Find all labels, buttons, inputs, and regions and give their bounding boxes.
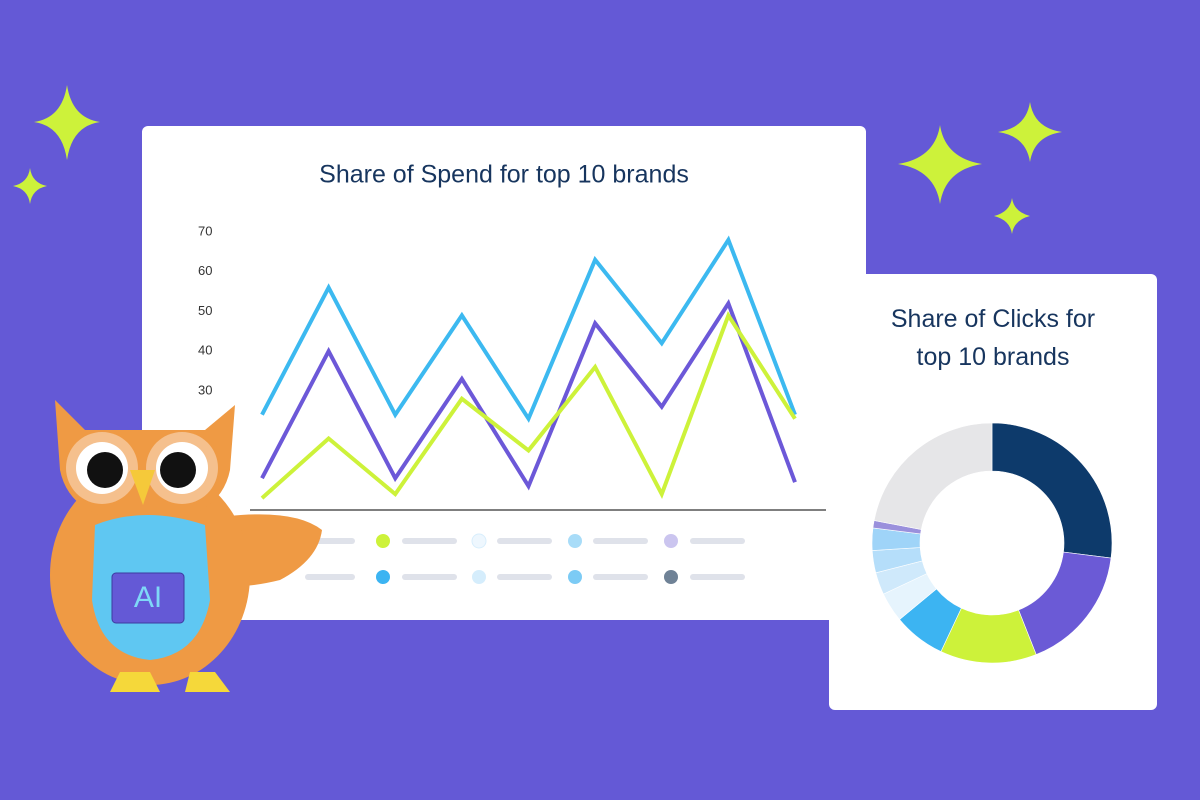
line-chart: 30 40 50 60 70 <box>198 223 797 500</box>
sparkle <box>13 168 47 204</box>
donut-chart <box>871 422 1113 664</box>
owl-pupil <box>160 452 196 488</box>
sparkles <box>13 85 1062 234</box>
series-line <box>260 299 797 491</box>
donut-slice <box>873 422 993 530</box>
sparkle <box>34 85 100 160</box>
sparkle <box>998 102 1062 162</box>
donut-slice <box>991 422 1113 559</box>
y-tick-label: 70 <box>198 223 212 238</box>
owl-feet <box>110 672 230 692</box>
owl-beak <box>130 470 155 505</box>
clicks-title: Share of Clicks for top 10 brands <box>890 305 1096 371</box>
spend-title: Share of Spend for top 10 brands <box>319 161 689 189</box>
sparkle <box>898 125 982 204</box>
owl-badge-text: AI <box>134 581 162 614</box>
y-tick-label: 40 <box>198 343 212 358</box>
spend-card <box>142 126 866 620</box>
series-line <box>260 310 797 500</box>
y-tick-label: 30 <box>198 382 212 397</box>
owl-pupil <box>87 452 123 488</box>
clicks-title-box: Share of Clicks for top 10 brands <box>890 305 1096 371</box>
owl-badge <box>111 572 185 624</box>
legend-placeholder <box>305 533 745 584</box>
owl-mascot: AI <box>50 400 322 692</box>
sparkle <box>994 198 1030 234</box>
y-tick-label: 60 <box>198 263 212 278</box>
y-tick-label: 50 <box>198 303 212 318</box>
series-line <box>260 235 797 423</box>
